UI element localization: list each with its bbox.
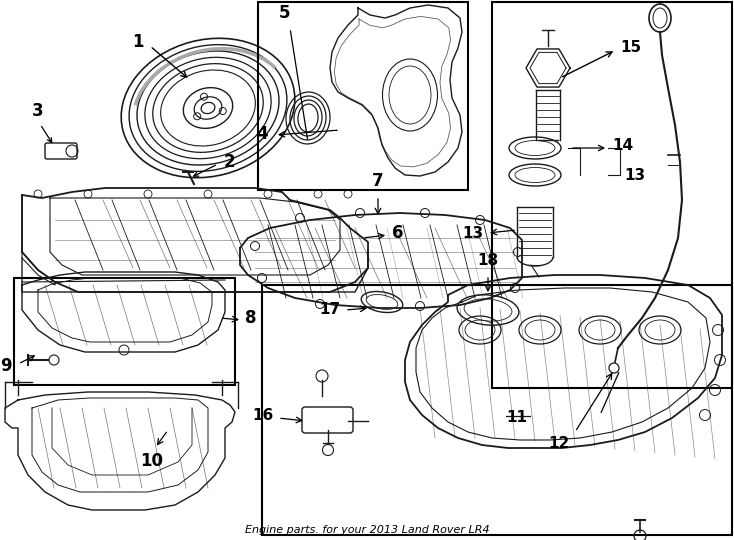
Text: 12: 12 bbox=[549, 436, 570, 451]
Bar bbox=[14, 278, 235, 385]
Text: 16: 16 bbox=[252, 408, 274, 423]
Text: 11: 11 bbox=[506, 410, 527, 426]
Text: 17: 17 bbox=[319, 302, 340, 318]
Text: 4: 4 bbox=[256, 125, 268, 143]
Text: 6: 6 bbox=[392, 224, 404, 242]
Text: Engine parts. for your 2013 Land Rover LR4: Engine parts. for your 2013 Land Rover L… bbox=[244, 525, 490, 535]
Text: 1: 1 bbox=[133, 33, 144, 51]
Text: 5: 5 bbox=[279, 4, 291, 22]
Text: 9: 9 bbox=[1, 357, 12, 375]
Text: 15: 15 bbox=[620, 40, 641, 56]
Bar bbox=[492, 2, 732, 388]
Text: 10: 10 bbox=[140, 452, 164, 470]
Text: 13: 13 bbox=[462, 226, 483, 240]
Text: 2: 2 bbox=[224, 153, 236, 171]
Text: 18: 18 bbox=[477, 253, 498, 268]
Text: 8: 8 bbox=[245, 309, 256, 327]
Text: 7: 7 bbox=[372, 172, 384, 190]
Bar bbox=[262, 285, 732, 535]
Text: 3: 3 bbox=[32, 102, 44, 120]
Bar bbox=[258, 2, 468, 190]
Text: 14: 14 bbox=[612, 138, 633, 152]
Text: 13: 13 bbox=[624, 167, 645, 183]
